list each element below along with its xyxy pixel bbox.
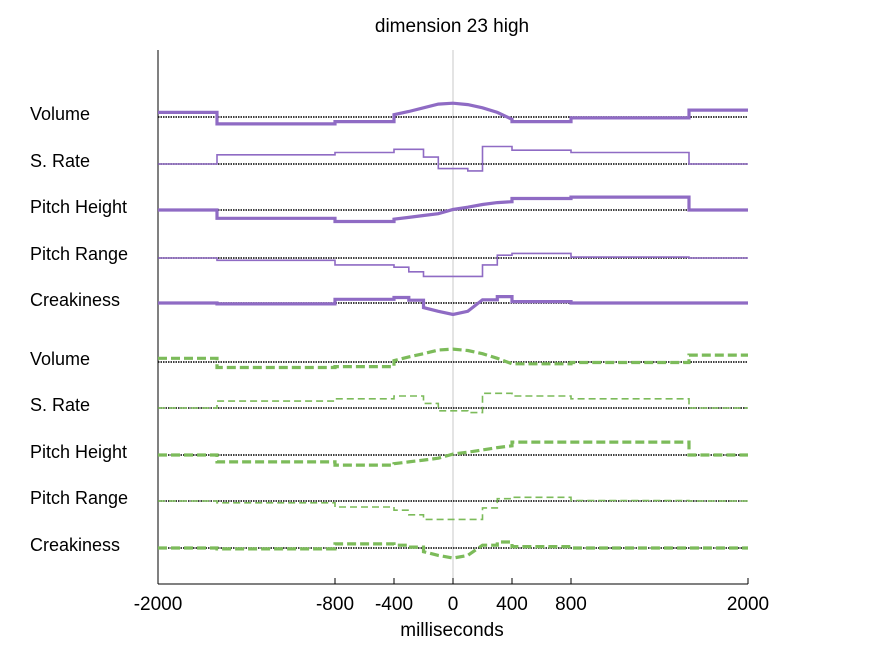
series-line-1 [158,101,748,126]
row-label-3: Pitch Height [30,197,127,217]
x-tick-label-7: 2000 [727,594,769,615]
chart-title: dimension 23 high [375,16,529,37]
row-label-1: Volume [30,104,90,124]
series-line-6 [158,347,748,370]
row-label-4: Pitch Range [30,244,128,264]
x-tick-label-5: 400 [496,594,528,615]
series-line-4 [158,252,748,278]
series-line-5 [158,295,748,317]
row-label-10: Creakiness [30,535,120,555]
x-tick-label-3: -400 [375,594,413,615]
row-label-6: Volume [30,349,90,369]
row-label-9: Pitch Range [30,488,128,508]
row-label-5: Creakiness [30,290,120,310]
series-line-7 [158,392,748,414]
x-tick-label-2: -800 [316,594,354,615]
row-label-8: Pitch Height [30,442,127,462]
x-tick-label-1: -2000 [134,594,183,615]
series-line-2 [158,145,748,172]
x-tick-label-4: 0 [448,594,459,615]
x-tick-label-6: 800 [555,594,587,615]
x-axis-label: milliseconds [400,620,503,641]
row-label-2: S. Rate [30,151,90,171]
series-line-8 [158,440,748,467]
series-line-3 [158,195,748,224]
series-line-9 [158,496,748,521]
series-line-10 [158,540,748,560]
row-label-7: S. Rate [30,395,90,415]
